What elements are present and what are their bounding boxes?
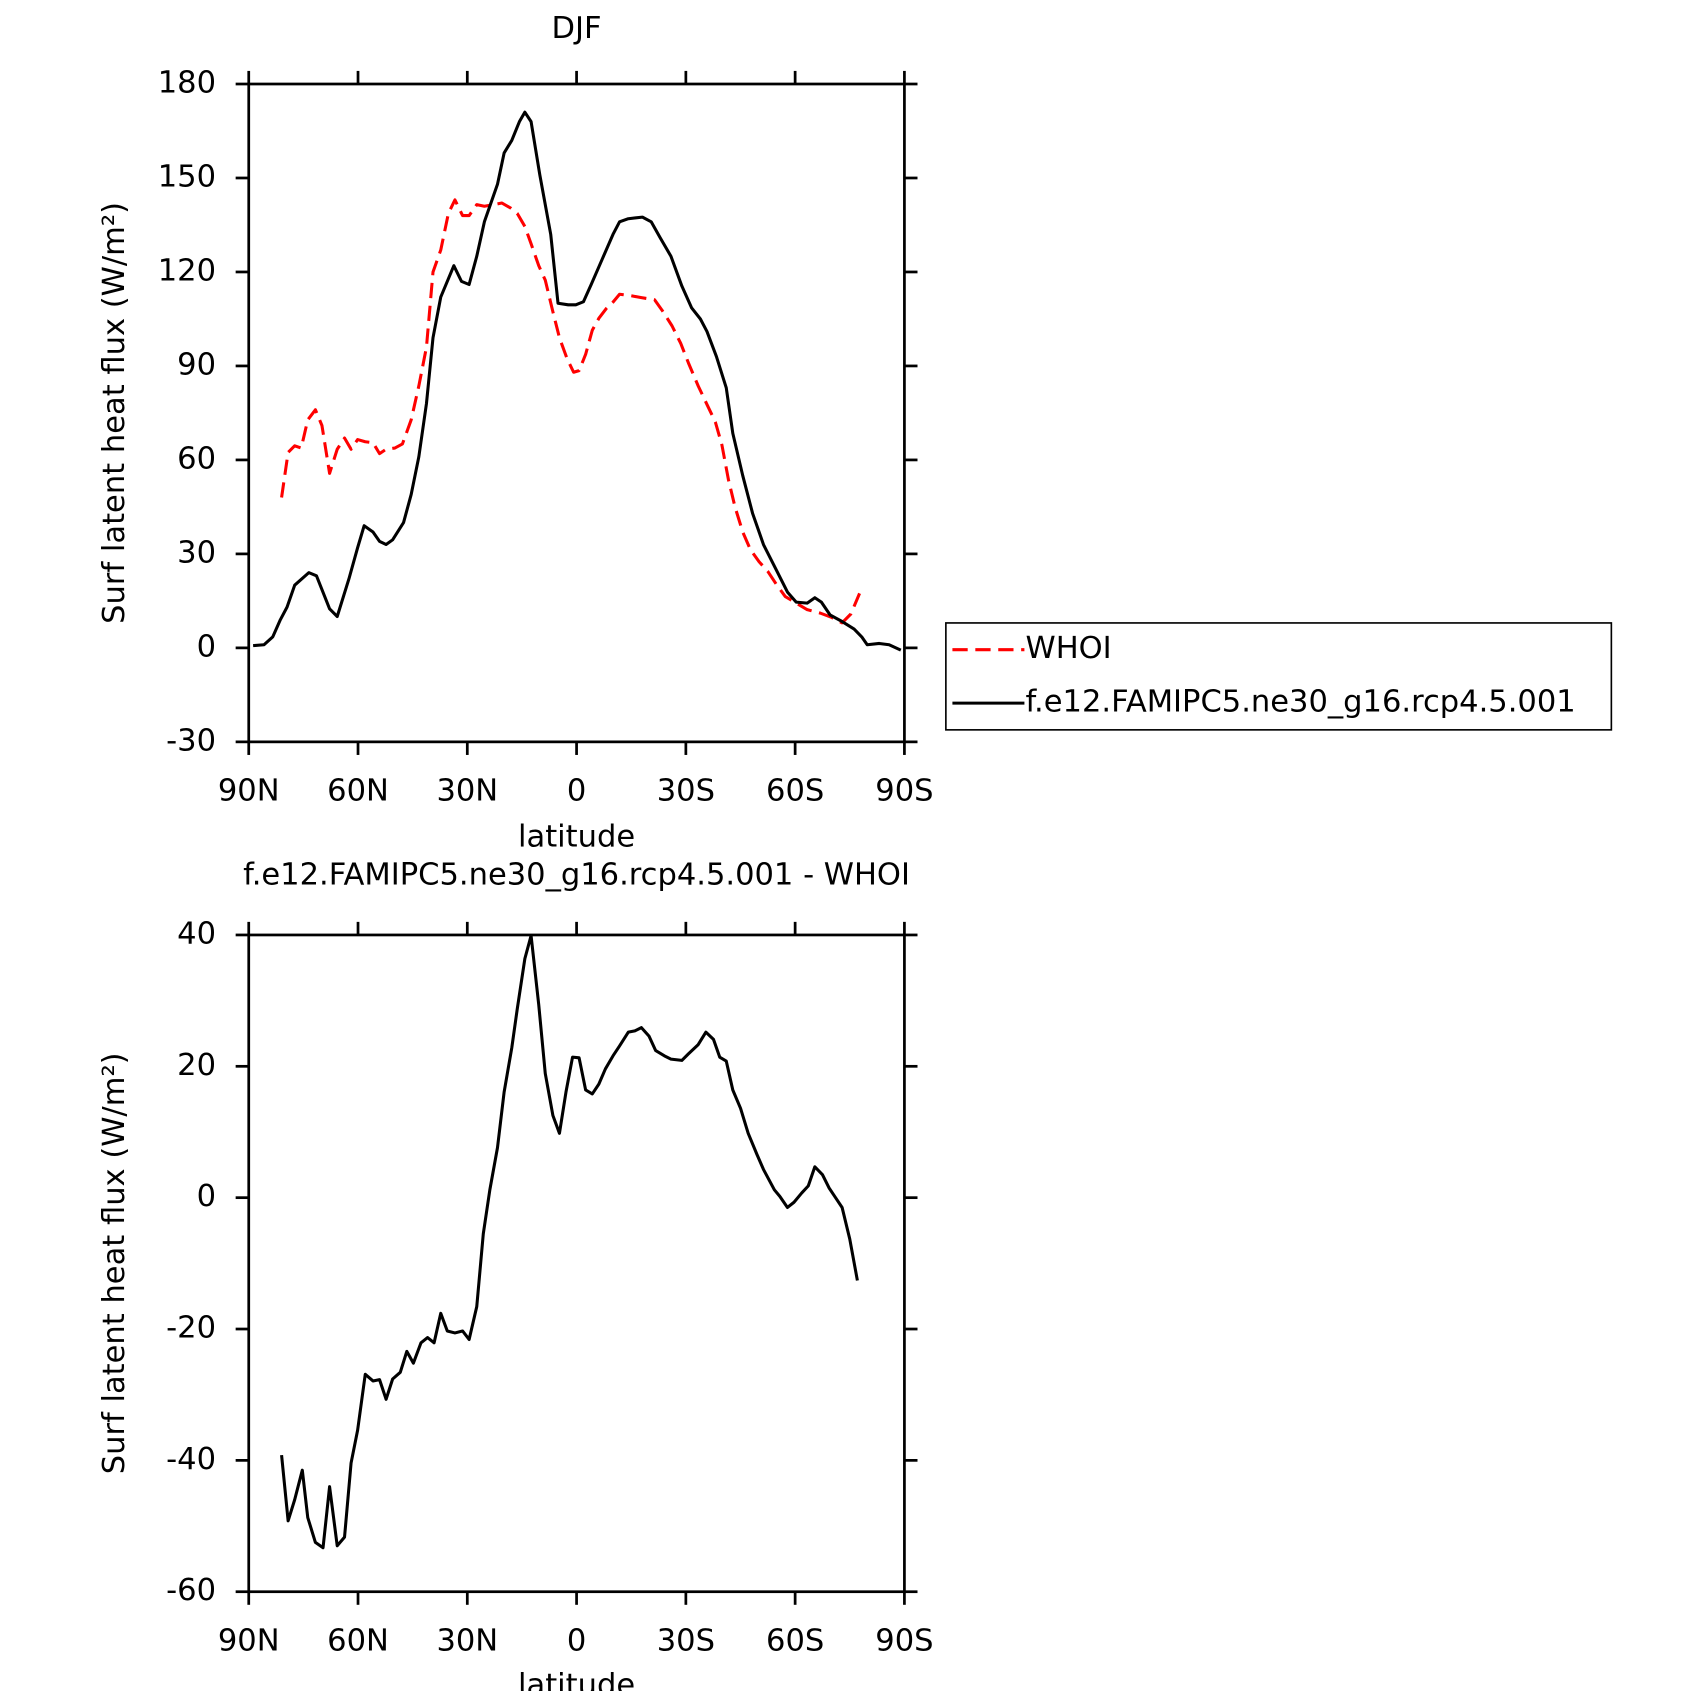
x-tick-label: 60N (327, 774, 389, 809)
y-tick-label: 120 (158, 253, 216, 288)
x-axis-label: latitude (518, 819, 635, 854)
x-tick-label: 60S (766, 1623, 824, 1658)
x-tick-label: 90S (875, 774, 933, 809)
x-tick-label: 60S (766, 774, 824, 809)
y-axis-label: Surf latent heat flux (W/m²) (97, 1052, 132, 1474)
y-tick-label: 150 (158, 159, 216, 194)
plot-frame (247, 82, 906, 744)
data-line (280, 934, 859, 1550)
x-tick-label: 90N (218, 1623, 280, 1658)
legend-box (945, 622, 1613, 731)
x-tick-label: 30N (436, 774, 498, 809)
x-tick-label: 60N (327, 1623, 389, 1658)
x-tick-label: 30S (657, 774, 715, 809)
x-tick-label: 30N (436, 1623, 498, 1658)
data-line (280, 198, 861, 625)
x-tick-label: 90S (875, 1623, 933, 1658)
y-tick-label: 20 (177, 1048, 216, 1083)
y-tick-label: 60 (177, 441, 216, 476)
legend-label: WHOI (1026, 631, 1112, 666)
x-tick-label: 0 (567, 774, 586, 809)
y-tick-label: -60 (166, 1573, 216, 1608)
legend-label: f.e12.FAMIPC5.ne30_g16.rcp4.5.001 (1026, 685, 1576, 720)
y-tick-label: -40 (166, 1442, 216, 1477)
x-tick-label: 0 (567, 1623, 586, 1658)
y-tick-label: -20 (166, 1311, 216, 1346)
y-tick-label: 30 (177, 535, 216, 570)
y-tick-label: 0 (197, 1179, 216, 1214)
x-tick-label: 30S (657, 1623, 715, 1658)
chart-title: f.e12.FAMIPC5.ne30_g16.rcp4.5.001 - WHOI (243, 858, 910, 893)
y-tick-label: 0 (197, 629, 216, 664)
x-axis-label: latitude (518, 1668, 635, 1691)
x-tick-label: 90N (218, 774, 280, 809)
y-tick-label: 90 (177, 347, 216, 382)
y-tick-label: -30 (166, 723, 216, 758)
plot-frame (247, 933, 906, 1594)
y-axis-label: Surf latent heat flux (W/m²) (97, 202, 132, 624)
chart-title: DJF (552, 11, 602, 46)
data-line (252, 110, 902, 652)
y-tick-label: 180 (158, 66, 216, 101)
y-tick-label: 40 (177, 916, 216, 951)
